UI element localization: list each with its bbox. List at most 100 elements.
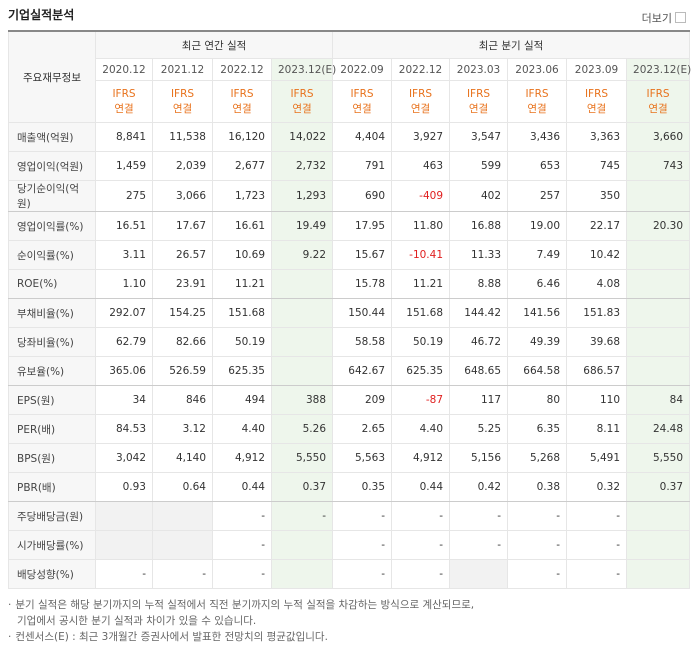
cell: 350 [566, 180, 628, 212]
cell: 5,563 [332, 443, 393, 473]
cell: 8,841 [95, 122, 153, 152]
cell: 58.58 [332, 327, 393, 357]
cell: 846 [152, 385, 213, 415]
cell: - [332, 559, 393, 589]
basis-line: IFRS [350, 87, 374, 100]
cell: - [566, 530, 628, 560]
cell [449, 559, 509, 589]
period-row: 2020.12 2021.12 2022.12 2023.12(E) 2022.09 20… [9, 58, 691, 81]
cell: 82.66 [152, 327, 213, 357]
basis-line: 연결 [114, 102, 134, 115]
finance-table: 주요재무정보 최근 연간 실적 최근 분기 실적 2020.12 2021.12 2022… [8, 30, 691, 589]
cell: 0.44 [212, 472, 272, 502]
cell: 2,677 [212, 151, 272, 181]
basis-line: 연결 [648, 102, 668, 115]
cell: 50.19 [391, 327, 451, 357]
notes: 분기 실적은 해당 분기까지의 누적 실적에서 직전 분기까지의 누적 실적을 … [8, 597, 474, 645]
cell: 599 [449, 151, 509, 181]
basis-line: 연결 [292, 102, 312, 115]
cell: 1.10 [95, 269, 153, 299]
cell: - [566, 559, 628, 589]
cell: 26.57 [152, 240, 213, 270]
cell: 3.12 [152, 414, 213, 444]
basis-line: IFRS [230, 87, 254, 100]
row-label: 시가배당률(%) [8, 530, 96, 560]
cell: - [152, 559, 213, 589]
cell [626, 327, 691, 357]
cell [270, 356, 334, 386]
cell: 745 [566, 151, 628, 181]
basis: IFRS 연결 [626, 80, 691, 123]
basis-line: IFRS [170, 87, 195, 100]
cell [626, 298, 691, 328]
period: 2023.12(E) [626, 58, 691, 81]
basis-row: IFRS 연결 IFRS 연결 IFRS 연결 IFRS 연결 IFRS 연결 IFRS 연결 IFRS… [9, 80, 691, 123]
cell: 526.59 [152, 356, 213, 386]
cell: 4,912 [391, 443, 451, 473]
cell: 9.22 [270, 240, 334, 270]
cell: 388 [270, 385, 334, 415]
cell: 62.79 [95, 327, 153, 357]
cell: 11.80 [391, 211, 451, 241]
cell: 11.21 [212, 269, 272, 299]
corner: 주요재무정보 [8, 30, 96, 123]
data-row: 부채비율(%) 292.07 154.25 151.68 150.44 151.68 144… [8, 298, 691, 328]
cell: 3,927 [391, 122, 451, 152]
period: 2022.12 [391, 58, 451, 81]
cell: - [95, 559, 153, 589]
cell [626, 356, 691, 386]
row-label: EPS(원) [8, 385, 96, 415]
cell: - [212, 530, 272, 560]
cell: 24.48 [626, 414, 691, 444]
period: 2021.12 [152, 58, 213, 81]
more-link[interactable]: 더보기 [642, 10, 686, 26]
group-header: 최근 연간 실적 [94, 30, 334, 59]
cell: 4.08 [566, 269, 628, 299]
data-row: 주당배당금(원) - - - - - - - [8, 501, 691, 531]
note: 기업에서 공시한 분기 실적과 차이가 있을 수 있습니다. [17, 615, 257, 627]
cell: 4,912 [212, 443, 272, 473]
row-label: PBR(배) [8, 472, 96, 502]
cell: 5.26 [270, 414, 334, 444]
cell: 4,140 [152, 443, 213, 473]
cell: - [332, 501, 393, 531]
data-row: 유보율(%) 365.06 526.59 625.35 642.67 625.35 648.… [8, 356, 691, 386]
basis: IFRS 연결 [152, 80, 213, 123]
data-row: PER(배) 84.53 3.12 4.40 5.26 2.65 4.40 5.25 6.35 8… [8, 414, 691, 444]
row-label: ROE(%) [8, 269, 96, 299]
basis-line: 연결 [586, 102, 607, 115]
cell: 2,732 [270, 151, 334, 181]
basis-line: IFRS [290, 87, 314, 100]
note: 컨센서스(E) : 최근 3개월간 증권사에서 발표한 전망치의 평균값입니다. [8, 629, 474, 645]
cell: 10.42 [566, 240, 628, 270]
row-label: 유보율(%) [8, 356, 96, 386]
cell: 17.95 [332, 211, 393, 241]
basis-line: 연결 [172, 102, 193, 115]
cell: 209 [332, 385, 393, 415]
basis: IFRS 연결 [332, 80, 393, 123]
cell: 39.68 [566, 327, 628, 357]
cell [95, 530, 153, 560]
cell: 16.61 [212, 211, 272, 241]
row-label: 배당성향(%) [8, 559, 96, 589]
cell: 257 [507, 180, 568, 212]
cell: 625.35 [212, 356, 272, 386]
cell: 34 [95, 385, 153, 415]
section-title: 기업실적분석 [8, 8, 75, 22]
cell: 5,268 [507, 443, 568, 473]
cell [626, 240, 691, 270]
cell: 150.44 [332, 298, 393, 328]
data-row: EPS(원) 34 846 494 388 209 -87 117 80 110 84 [8, 385, 691, 415]
cell: 11.21 [391, 269, 451, 299]
cell: 743 [626, 151, 691, 181]
cell: 80 [507, 385, 568, 415]
cell: 3,660 [626, 122, 691, 152]
cell: 791 [332, 151, 393, 181]
row-label: BPS(원) [8, 443, 96, 473]
basis-line: 연결 [468, 102, 489, 115]
cell: 23.91 [152, 269, 213, 299]
cell: 141.56 [507, 298, 568, 328]
data-row: 시가배당률(%) - - - - - - [8, 530, 691, 560]
data-row: 당좌비율(%) 62.79 82.66 50.19 58.58 50.19 46.72 49.… [8, 327, 691, 357]
basis: IFRS 연결 [566, 80, 628, 123]
